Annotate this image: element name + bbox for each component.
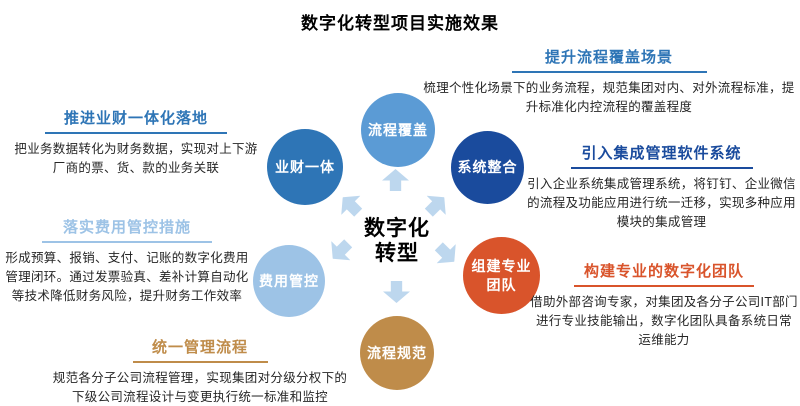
section-title: 引入集成管理软件系统 xyxy=(581,145,742,162)
page-title: 数字化转型项目实施效果 xyxy=(301,14,499,33)
node-label: 流程覆盖 xyxy=(368,121,428,138)
node-label: 组建专业团队 xyxy=(471,257,532,293)
section-underline xyxy=(42,241,212,243)
section-title: 提升流程覆盖场景 xyxy=(544,49,673,66)
node-business-finance: 业财一体 xyxy=(267,129,343,205)
section-process-coverage: 提升流程覆盖场景 梳理个性化场景下的业务流程，规范集团对内、对外流程标准，提升标… xyxy=(420,46,798,117)
section-body: 引入企业系统集成管理系统，将钉钉、企业微信的流程及功能应用进行统一迁移，实现多种… xyxy=(527,177,796,229)
section-underline xyxy=(45,132,227,134)
section-title: 推进业财一体化落地 xyxy=(63,110,208,127)
section-title: 落实费用管控措施 xyxy=(62,219,191,236)
section-business-finance: 推进业财一体化落地 把业务数据转化为财务数据，实现对上下游厂商的票、货、款的业务… xyxy=(10,107,262,178)
arrow-down-icon xyxy=(383,281,410,303)
section-process-standard: 统一管理流程 规范各分子公司流程管理，实现集团对分级分权下的下级公司流程设计与变… xyxy=(52,336,348,406)
section-expense-control: 落实费用管控措施 形成预算、报销、支付、记账的数字化费用管理闭环。通过发票验真、… xyxy=(2,216,252,305)
section-underline xyxy=(574,285,754,287)
section-body: 规范各分子公司流程管理，实现集团对分级分权下的下级公司流程设计与变更执行统一标准… xyxy=(52,371,348,404)
section-body: 梳理个性化场景下的业务流程，规范集团对内、对外流程标准，提升标准化内控流程的覆盖… xyxy=(423,81,795,114)
node-label: 流程规范 xyxy=(367,344,427,361)
arrow-up-icon xyxy=(382,169,409,191)
section-body: 借助外部咨询专家，对集团及各分子公司IT部门进行专业技能输出，数字化团队具备系统… xyxy=(530,295,798,347)
section-professional-team: 构建专业的数字化团队 借助外部咨询专家，对集团及各分子公司IT部门进行专业技能输… xyxy=(530,260,798,349)
node-label: 费用管控 xyxy=(259,272,319,289)
section-title: 统一管理流程 xyxy=(151,339,248,356)
section-system-integration: 引入集成管理软件系统 引入企业系统集成管理系统，将钉钉、企业微信的流程及功能应用… xyxy=(525,142,798,231)
section-underline xyxy=(511,71,707,73)
section-underline xyxy=(132,361,268,363)
node-label: 系统整合 xyxy=(457,159,518,176)
hub-line1: 数字化 xyxy=(364,217,430,240)
node-label: 业财一体 xyxy=(275,158,335,175)
section-body: 形成预算、报销、支付、记账的数字化费用管理闭环。通过发票验真、差补计算自动化等技… xyxy=(5,251,249,303)
node-system-integration: 系统整合 xyxy=(451,131,524,204)
node-process-standard: 流程规范 xyxy=(360,316,434,390)
hub-line2: 转型 xyxy=(375,241,419,265)
node-process-coverage: 流程覆盖 xyxy=(361,93,435,167)
node-professional-team: 组建专业团队 xyxy=(463,237,540,314)
section-body: 把业务数据转化为财务数据，实现对上下游厂商的票、货、款的业务关联 xyxy=(14,142,258,175)
section-underline xyxy=(570,167,753,169)
section-title: 构建专业的数字化团队 xyxy=(583,263,744,280)
node-expense-control: 费用管控 xyxy=(253,245,325,317)
hub-label: 数字化 转型 xyxy=(352,217,442,267)
